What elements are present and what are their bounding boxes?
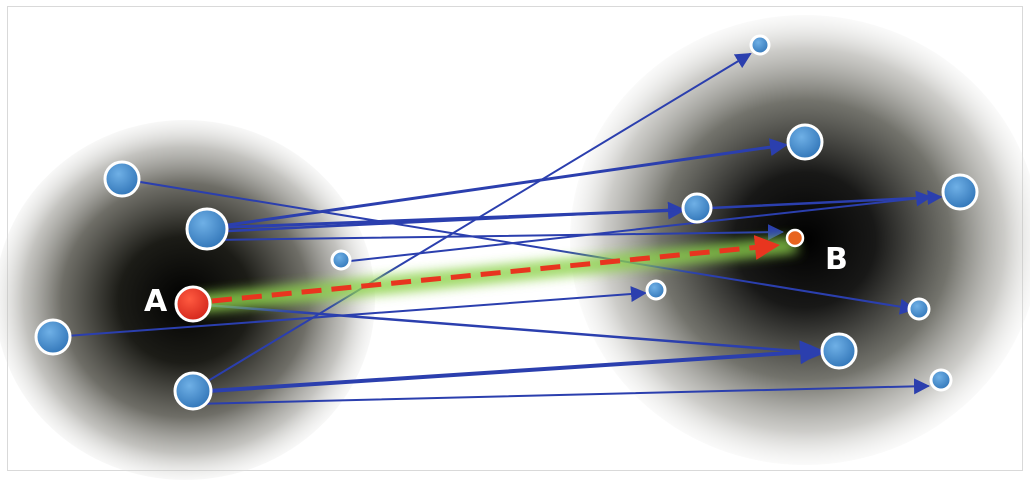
endpoint-b-node	[785, 228, 805, 248]
label-b: B	[825, 242, 848, 277]
link-arrow	[211, 224, 784, 241]
node	[820, 332, 858, 370]
node	[103, 160, 141, 198]
node	[645, 279, 667, 301]
node	[786, 123, 824, 161]
node	[34, 318, 72, 356]
node	[330, 249, 352, 271]
link-arrow	[191, 302, 825, 360]
link-arrow	[192, 52, 752, 391]
shortest-path-arrow	[211, 235, 780, 304]
link-arrow	[205, 138, 788, 230]
node	[907, 297, 931, 321]
label-a: A	[144, 284, 168, 319]
link-arrow	[191, 340, 824, 394]
node	[681, 192, 713, 224]
node	[749, 34, 771, 56]
node	[941, 173, 979, 211]
links	[52, 52, 943, 405]
link-arrow	[340, 190, 932, 263]
node	[185, 207, 229, 251]
link-arrow	[121, 178, 916, 315]
link-arrow	[205, 190, 943, 234]
node	[929, 368, 953, 392]
link-arrow	[192, 378, 930, 405]
endpoint-a-node	[174, 285, 212, 323]
nodes	[34, 34, 979, 411]
node	[173, 371, 213, 411]
